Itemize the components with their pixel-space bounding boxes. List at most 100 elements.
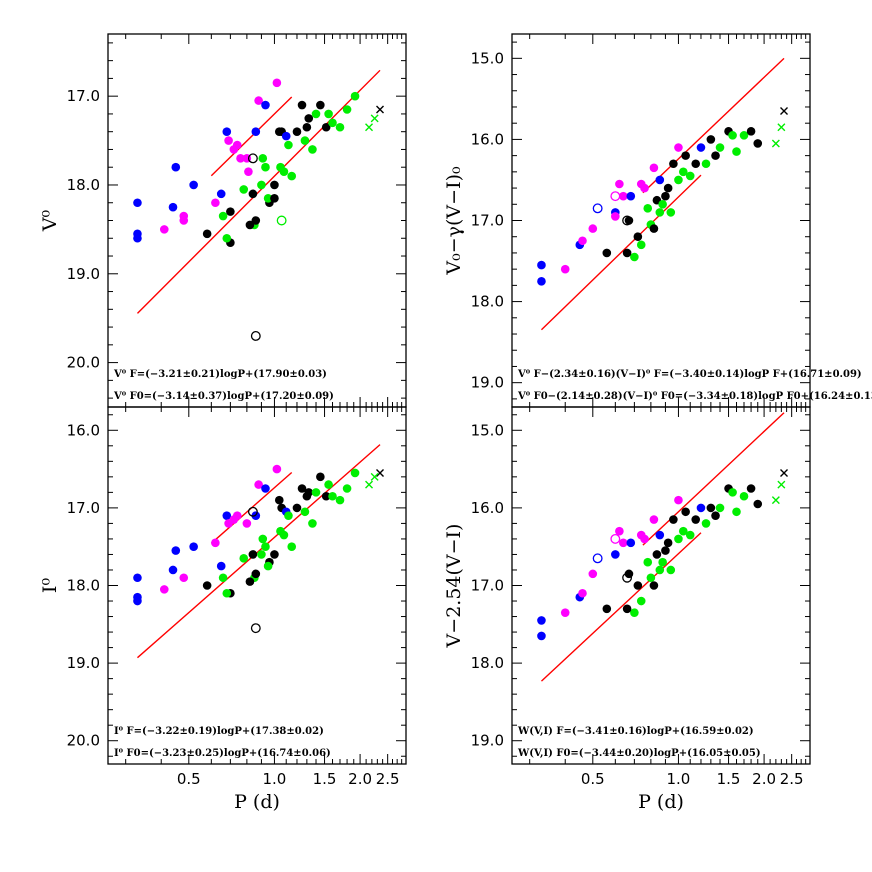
- data-point: [224, 136, 233, 145]
- data-point: [245, 220, 255, 230]
- y-tick-label: 20.0: [67, 732, 100, 750]
- plot-frame: [511, 406, 811, 765]
- data-point: [311, 488, 321, 497]
- fit-line: [540, 532, 702, 682]
- data-point: [537, 260, 546, 270]
- data-point: [316, 472, 325, 482]
- x-tick-label: 0.5: [581, 770, 605, 788]
- data-point: [321, 122, 331, 132]
- data-point: [168, 202, 178, 212]
- data-point: [746, 484, 756, 493]
- data-point: [202, 581, 212, 590]
- data-point: [251, 127, 261, 136]
- y-tick-label: 20.0: [67, 354, 100, 372]
- data-point: [248, 550, 258, 559]
- data-point: [245, 577, 255, 586]
- data-point: [646, 573, 656, 583]
- x-tick-label: 0.5: [177, 770, 201, 788]
- data-point: [308, 145, 317, 154]
- data-point: [622, 604, 632, 614]
- y-tick-label: 19.0: [471, 732, 504, 750]
- data-point: [258, 534, 268, 544]
- fit-line: [210, 96, 293, 177]
- data-point: [732, 507, 741, 517]
- data-point: [663, 183, 673, 193]
- data-point: [284, 140, 293, 150]
- data-point: [661, 191, 670, 201]
- data-point: [578, 588, 587, 598]
- data-point: [321, 491, 331, 501]
- data-point: [311, 109, 321, 119]
- fit-equation: W(V,I) F0=(−3.44±0.20)logP+(16.05±0.05): [517, 748, 761, 759]
- data-point: [602, 248, 612, 258]
- data-point: [272, 78, 282, 88]
- data-point: [611, 550, 620, 559]
- data-point: [171, 162, 181, 172]
- data-point: [611, 212, 620, 221]
- data-point: [674, 495, 683, 505]
- data-point: [649, 515, 659, 524]
- data-point: [222, 233, 232, 243]
- data-point: [261, 542, 270, 551]
- x-tick-label: 1.5: [313, 770, 337, 788]
- data-point: [304, 488, 314, 497]
- data-point: [636, 240, 646, 250]
- data-point: [292, 127, 302, 136]
- data-point: [251, 216, 261, 225]
- data-point-open: [622, 572, 633, 583]
- panel-top-right: 15.0 16.0 17.0 18.0 19.0 V₀−γ(V−I)₀ V⁰ F−(2.34…: [443, 33, 872, 408]
- data-point: [261, 162, 270, 172]
- fit-equation: V⁰ F0=(−3.14±0.37)logP+(17.20±0.09): [113, 391, 334, 402]
- data-point: [619, 191, 628, 201]
- data-point: [685, 530, 695, 540]
- data-point: [159, 585, 169, 594]
- data-point: [674, 534, 683, 544]
- y-tick-label: 17.0: [471, 212, 504, 230]
- data-point-cross: [771, 496, 780, 505]
- data-point: [643, 204, 653, 213]
- data-point: [537, 631, 546, 641]
- data-point: [640, 183, 649, 193]
- y-tick-label: 19.0: [67, 654, 100, 672]
- data-point: [292, 503, 302, 513]
- data-point: [615, 179, 624, 189]
- y-tick-label: 18.0: [67, 577, 100, 595]
- fit-equation: V⁰ F0−(2.14±0.28)(V−I)⁰ F0=(−3.34±0.18)l…: [517, 391, 872, 402]
- data-point: [588, 569, 598, 579]
- data-point: [335, 495, 345, 505]
- data-point: [350, 91, 360, 101]
- data-point: [232, 511, 242, 520]
- y-tick-label: 18.0: [471, 293, 504, 311]
- y-tick-label: 15.0: [471, 49, 504, 67]
- data-point: [655, 208, 665, 217]
- data-point: [643, 557, 653, 567]
- data-point: [649, 581, 659, 590]
- data-point: [242, 519, 252, 528]
- data-point: [739, 491, 749, 501]
- data-point: [640, 534, 649, 544]
- data-point: [753, 499, 763, 509]
- panel-bottom-left: 16.0 17.0 18.0 19.0 20.0 0.5 1.0 1.5 2.0 2.5 I⁰ P (…: [39, 406, 407, 813]
- y-axis-label: V−2.54(V−I): [443, 524, 465, 649]
- data-point: [711, 511, 720, 520]
- data-point: [691, 515, 701, 524]
- y-tick-label: 18.0: [67, 176, 100, 194]
- data-point: [706, 135, 716, 144]
- data-point: [685, 171, 695, 181]
- data-point-open: [610, 533, 621, 544]
- data-point: [674, 175, 683, 185]
- data-point: [281, 131, 291, 141]
- data-point: [652, 550, 662, 559]
- data-point: [263, 193, 273, 203]
- data-point: [655, 530, 665, 540]
- y-axis-label: V₀−γ(V−I)₀: [443, 166, 465, 276]
- data-point: [630, 608, 639, 617]
- data-point: [133, 592, 142, 602]
- y-tick-label: 16.0: [471, 499, 504, 517]
- data-point-open: [247, 153, 258, 164]
- data-point: [297, 484, 307, 493]
- data-point: [328, 491, 337, 501]
- data-point: [666, 208, 676, 217]
- data-point: [626, 538, 636, 548]
